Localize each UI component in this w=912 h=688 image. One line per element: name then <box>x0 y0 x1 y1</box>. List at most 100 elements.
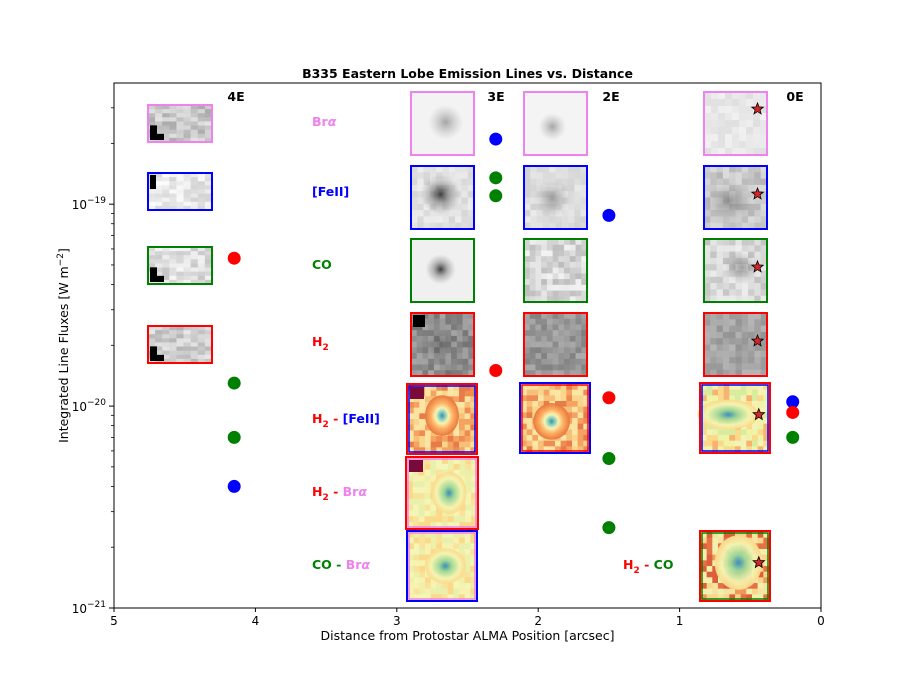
pixel-tile <box>456 358 463 365</box>
emission-blob <box>420 325 459 364</box>
pixel-tile <box>176 201 184 207</box>
pixel-tile <box>725 120 733 128</box>
pixel-tile <box>428 358 435 365</box>
pixel-tile <box>552 244 559 251</box>
pixel-tile <box>757 549 764 555</box>
pixel-tile <box>419 430 426 437</box>
pixel-tile <box>530 216 537 223</box>
pixel-tile <box>568 203 575 211</box>
pixel-tile <box>524 284 531 291</box>
pixel-tile <box>148 189 156 194</box>
pixel-tile <box>566 389 573 396</box>
pixel-tile <box>148 358 156 364</box>
pixel-tile <box>729 363 736 370</box>
pixel-tile <box>704 120 712 128</box>
pixel-tile <box>413 588 420 595</box>
row-label-h2feii: H2 - [FeII] <box>312 411 380 430</box>
pixel-tile <box>746 588 753 595</box>
pixel-tile <box>433 364 440 371</box>
pixel-tile <box>716 251 724 259</box>
pixel-tile <box>408 583 414 589</box>
pixel-tile <box>419 583 426 589</box>
pixel-tile <box>760 172 768 179</box>
pixel-tile <box>190 358 199 364</box>
pixel-tile <box>155 129 163 135</box>
pixel-tile <box>716 363 724 370</box>
pixel-tile <box>583 440 590 447</box>
pixel-tile <box>541 284 548 291</box>
pixel-tile <box>566 384 573 390</box>
pixel-tile <box>735 239 743 246</box>
pixel-tile <box>470 577 477 584</box>
pixel-tile <box>429 210 437 217</box>
pixel-tile <box>451 358 458 365</box>
pixel-tile <box>418 516 425 523</box>
pixel-tile <box>748 350 755 358</box>
pixel-tile <box>521 384 527 390</box>
pixel-tile <box>423 210 431 217</box>
pixel-tile <box>542 172 550 179</box>
y-tick-label: 10−21 <box>72 600 106 616</box>
pixel-tile <box>436 532 443 538</box>
pixel-tile <box>712 395 719 402</box>
pixel-tile <box>757 532 764 538</box>
pixel-tile <box>471 487 478 494</box>
pixel-tile <box>155 334 163 339</box>
inset-3e-co <box>410 238 475 303</box>
pixel-tile <box>735 440 741 447</box>
pixel-tile <box>746 127 754 135</box>
pixel-tile <box>407 522 414 529</box>
pixel-tile <box>190 109 199 114</box>
pixel-tile <box>530 210 537 217</box>
pixel-tile <box>465 475 472 482</box>
pixel-tile <box>470 537 477 544</box>
pixel-tile <box>459 510 466 517</box>
pixel-tile <box>155 247 163 252</box>
pixel-tile <box>162 263 170 268</box>
pixel-tile <box>706 588 713 595</box>
pixel-tile <box>701 429 707 436</box>
pixel-tile <box>183 113 191 118</box>
pixel-tile <box>529 284 536 291</box>
pixel-tile <box>459 447 465 454</box>
edge-mask <box>150 267 157 282</box>
inset-border-inner <box>701 384 769 452</box>
pixel-tile <box>408 447 414 454</box>
pixel-tile <box>710 363 717 370</box>
pixel-tile <box>575 347 582 354</box>
pixel-tile <box>526 384 533 390</box>
pixel-tile <box>716 283 724 290</box>
protostar-marker <box>750 259 765 273</box>
pixel-tile <box>552 284 559 291</box>
pixel-tile <box>524 324 531 331</box>
pixel-tile <box>543 395 550 402</box>
pixel-tile <box>754 172 761 179</box>
pixel-tile <box>442 588 448 595</box>
pixel-tile <box>752 588 758 595</box>
pixel-tile <box>763 401 770 407</box>
pixel-tile <box>183 173 191 178</box>
pixel-tile <box>546 296 553 303</box>
pixel-tile <box>555 166 563 173</box>
pixel-tile <box>424 481 431 488</box>
pixel-tile <box>408 571 414 578</box>
pixel-tile <box>735 325 743 333</box>
pixel-tile <box>763 594 770 601</box>
pixel-tile <box>436 441 443 448</box>
pixel-tile <box>704 210 711 217</box>
pixel-tile <box>417 203 424 211</box>
pixel-tile <box>552 318 559 325</box>
pixel-tile <box>735 283 743 290</box>
row-label-part: 2 <box>322 343 328 353</box>
pixel-tile <box>581 256 588 263</box>
pixel-tile <box>555 216 563 223</box>
pixel-tile <box>552 370 559 377</box>
pixel-tile <box>162 197 170 203</box>
pixel-tile <box>735 395 741 402</box>
pixel-tile <box>716 276 724 284</box>
pixel-tile <box>552 296 559 303</box>
pixel-tile <box>183 350 191 356</box>
pixel-tile <box>532 401 539 407</box>
pixel-tile <box>464 441 471 448</box>
pixel-tile <box>447 522 454 529</box>
